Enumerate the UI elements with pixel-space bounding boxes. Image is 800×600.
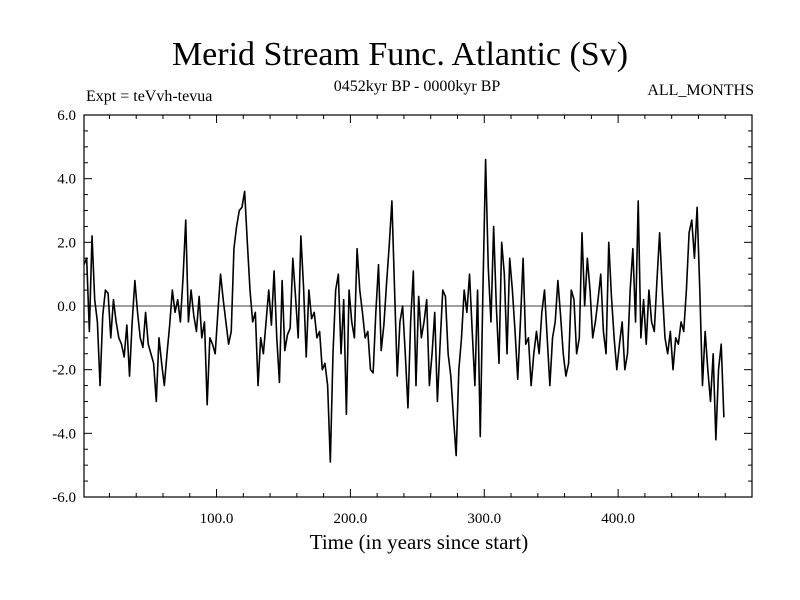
y-tick-label: -2.0 [52, 363, 76, 379]
y-tick-label: 4.0 [57, 172, 76, 188]
y-tick-label: 2.0 [57, 235, 76, 251]
y-tick-label: -4.0 [52, 426, 76, 442]
x-tick-label: 400.0 [601, 511, 635, 527]
x-tick-label: 300.0 [467, 511, 501, 527]
y-tick-label: -6.0 [52, 490, 76, 506]
x-tick-label: 100.0 [200, 511, 234, 527]
chart-title: Merid Stream Func. Atlantic (Sv) [171, 36, 629, 73]
series-line [83, 158, 725, 463]
experiment-label: Expt = teVvh-tevua [86, 88, 213, 105]
x-axis-label: Time (in years since start) [309, 530, 529, 554]
plot-frame [83, 114, 753, 498]
y-tick-label: 6.0 [57, 108, 76, 124]
months-label: ALL_MONTHS [647, 82, 754, 99]
y-tick-label: 0.0 [57, 299, 76, 315]
x-tick-label: 200.0 [334, 511, 368, 527]
time-range-label: 0452kyr BP - 0000kyr BP [333, 78, 501, 95]
